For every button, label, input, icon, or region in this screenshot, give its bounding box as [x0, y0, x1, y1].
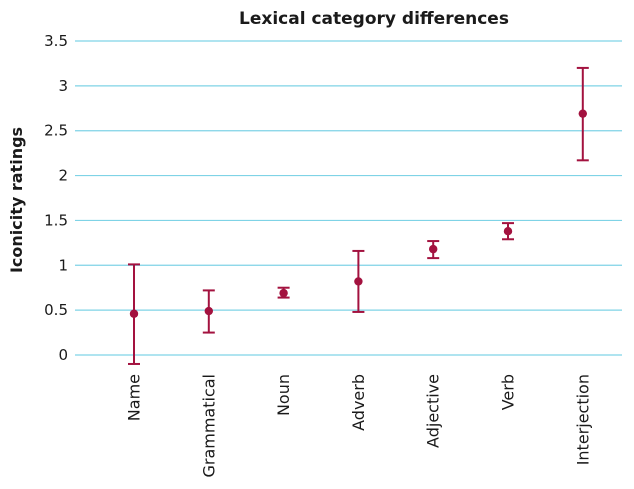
data-point-noun: [279, 288, 288, 298]
x-category-label-verb: Verb: [499, 374, 518, 410]
chart-title: Lexical category differences: [239, 9, 509, 29]
x-category-labels: Name Grammatical Noun Adverb Adjective Verb In…: [125, 374, 593, 478]
data-points: [129, 109, 587, 318]
y-tick-label: 2.5: [44, 122, 68, 140]
data-point-adverb: [354, 277, 363, 286]
y-tick-label: 3: [58, 77, 68, 95]
x-category-label-grammatical: Grammatical: [199, 374, 218, 478]
data-point-grammatical: [204, 306, 213, 316]
gridlines: [75, 40, 622, 356]
data-point-interjection: [578, 109, 587, 118]
x-category-label-name: Name: [125, 374, 144, 421]
data-point-name: [129, 309, 139, 318]
y-tick-label: 0: [58, 346, 68, 364]
data-point-adjective: [429, 244, 438, 254]
x-category-label-adjective: Adjective: [424, 374, 443, 448]
y-tick-labels: 0 0.5 1 1.5 2 2.5 3 3.5: [44, 32, 68, 364]
y-tick-label: 0.5: [44, 301, 68, 319]
data-point-verb: [503, 226, 513, 236]
x-category-label-adverb: Adverb: [349, 374, 368, 431]
x-category-label-interjection: Interjection: [573, 374, 592, 465]
y-tick-label: 3.5: [44, 32, 68, 50]
error-bars: [128, 66, 589, 365]
y-tick-label: 2: [58, 167, 68, 185]
x-category-label-noun: Noun: [274, 374, 293, 416]
y-axis-label: Iconicity ratings: [7, 127, 26, 273]
y-tick-label: 1.5: [44, 211, 68, 229]
y-tick-label: 1: [58, 256, 68, 274]
